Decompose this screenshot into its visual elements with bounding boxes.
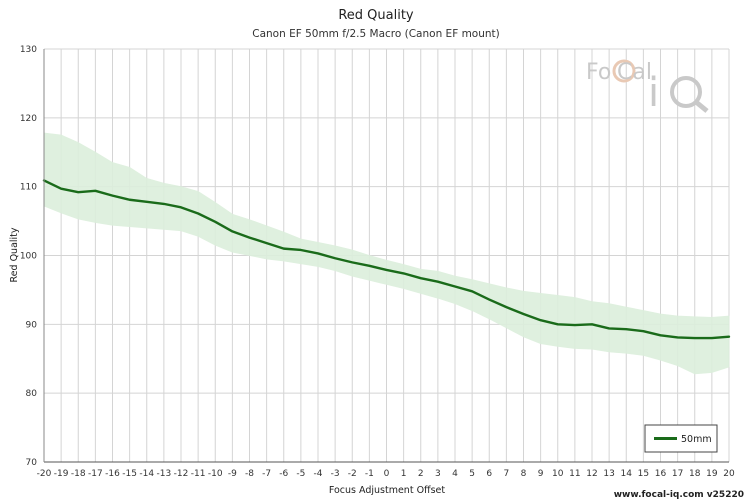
x-tick-label: 5: [469, 469, 475, 479]
legend: 50mm: [644, 424, 718, 453]
chart-subtitle: Canon EF 50mm f/2.5 Macro (Canon EF moun…: [252, 28, 500, 40]
watermark-magnifier-handle: [694, 100, 709, 113]
x-tick-label: -12: [174, 469, 189, 479]
x-tick-label: 13: [603, 469, 614, 479]
x-tick-label: -2: [348, 469, 357, 479]
x-tick-label: -8: [245, 469, 254, 479]
x-tick-label: 8: [521, 469, 527, 479]
focal-iq-watermark: Fo Cal i: [586, 59, 709, 116]
x-tick-label: 17: [672, 469, 683, 479]
x-tick-label: 14: [621, 469, 633, 479]
y-tick-label: 90: [26, 320, 38, 330]
x-tick-label: 18: [689, 469, 701, 479]
x-tick-label: -11: [191, 469, 206, 479]
watermark-logo-fo: Fo: [586, 60, 611, 85]
watermark-logo-i: i: [648, 70, 659, 116]
y-tick-label: 120: [20, 114, 37, 124]
x-tick-label: 9: [538, 469, 544, 479]
x-tick-label: 16: [655, 469, 667, 479]
x-tick-label: -14: [139, 469, 154, 479]
series-lines: [42, 179, 731, 340]
chart-title: Red Quality: [338, 8, 414, 23]
x-tick-label: 2: [418, 469, 424, 479]
x-tick-label: 0: [384, 469, 390, 479]
watermark-logo-ring: [612, 59, 636, 83]
y-axis-label: Red Quality: [9, 227, 20, 282]
x-tick-label: -3: [331, 469, 340, 479]
grid: [43, 48, 730, 463]
x-tick-label: -15: [122, 469, 137, 479]
watermark-logo-cal: Cal: [617, 60, 652, 85]
x-tick-label: 12: [586, 469, 597, 479]
x-tick-label: -5: [296, 469, 305, 479]
y-tick-label: 100: [20, 252, 37, 262]
x-tick-label: -16: [105, 469, 120, 479]
footer-version: www.focal-iq.com v25220: [614, 490, 744, 500]
x-tick-label: 19: [706, 469, 718, 479]
range-band: [43, 132, 730, 375]
x-tick-label: 4: [452, 469, 458, 479]
x-tick-label: 11: [569, 469, 580, 479]
x-tick-label: -1: [365, 469, 374, 479]
x-tick-label: 15: [638, 469, 649, 479]
y-tick-label: 70: [26, 458, 38, 468]
x-axis-label: Focus Adjustment Offset: [329, 485, 446, 496]
x-tick-label: -13: [157, 469, 172, 479]
x-tick-label: -20: [37, 469, 52, 479]
axes: [43, 49, 729, 463]
series-band-0: [43, 132, 730, 375]
x-tick-label: -7: [262, 469, 271, 479]
tick-labels: -20 -19 -18 -17 -16 -15 -14 -13 -12 -11 -10 -9 -8 -7-…: [20, 45, 735, 479]
x-tick-label: 6: [486, 469, 492, 479]
x-tick-label: -9: [228, 469, 237, 479]
x-tick-label: 10: [552, 469, 564, 479]
series-line-0: [42, 179, 731, 340]
x-tick-label: -10: [208, 469, 223, 479]
y-tick-label: 130: [20, 45, 37, 55]
y-tick-label: 80: [26, 389, 38, 399]
x-tick-label: 20: [723, 469, 735, 479]
y-tick-label: 110: [20, 183, 37, 193]
x-tick-label: -19: [54, 469, 69, 479]
watermark-magnifier-icon: [670, 76, 702, 108]
legend-label-50mm: 50mm: [681, 434, 712, 445]
x-tick-label: 7: [504, 469, 510, 479]
x-tick-label: -6: [279, 469, 288, 479]
x-tick-label: -17: [88, 469, 103, 479]
x-tick-label: 3: [435, 469, 441, 479]
x-tick-label: 1: [401, 469, 407, 479]
x-tick-label: -18: [71, 469, 86, 479]
x-tick-label: -4: [314, 469, 323, 479]
